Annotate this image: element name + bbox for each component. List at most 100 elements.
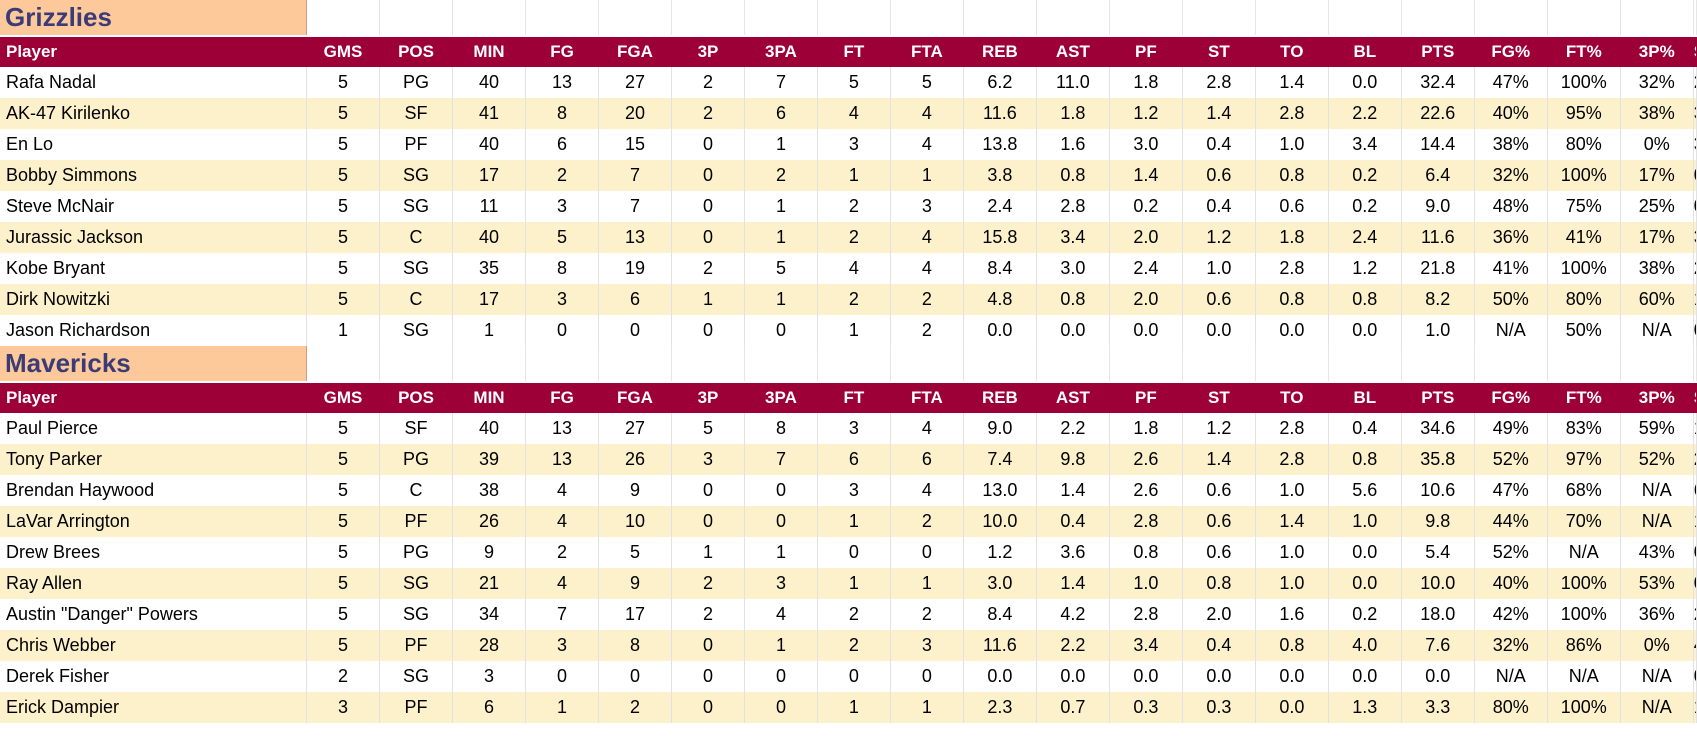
stat-cell-fta[interactable]: 0 (890, 661, 964, 692)
stat-cell-bl[interactable]: 2.2 (1328, 98, 1402, 129)
stat-cell-pts[interactable]: 9.8 (1401, 506, 1475, 537)
stat-cell-gms[interactable]: 5 (306, 129, 381, 160)
stat-cell-3pa[interactable]: 0 (744, 661, 818, 692)
stat-cell-fta[interactable]: 2 (890, 315, 964, 346)
stat-cell-fta[interactable]: 4 (890, 129, 964, 160)
column-header-ft-pct[interactable]: FT% (1547, 381, 1621, 413)
stat-cell-pts[interactable]: 21.8 (1401, 253, 1475, 284)
stat-cell-ast[interactable]: 2.2 (1036, 630, 1110, 661)
stat-cell-st[interactable]: 0.4 (1182, 630, 1256, 661)
stat-cell-fg-pct[interactable]: 47% (1474, 67, 1548, 98)
stat-cell-gms[interactable]: 1 (306, 315, 381, 346)
stat-cell-bl[interactable]: 3.4 (1328, 129, 1402, 160)
stat-cell-ft-pct[interactable]: 100% (1547, 568, 1621, 599)
stat-cell-stocks[interactable]: 0.8 (1693, 568, 1697, 599)
stat-cell-ft[interactable]: 1 (817, 692, 891, 723)
stat-cell-fga[interactable]: 0 (598, 315, 672, 346)
stat-cell-fta[interactable]: 2 (890, 284, 964, 315)
stat-cell-fta[interactable]: 3 (890, 630, 964, 661)
stat-cell-pos[interactable]: SG (379, 568, 454, 599)
stat-cell-ft[interactable]: 1 (817, 506, 891, 537)
empty-cell[interactable] (1474, 346, 1548, 382)
empty-cell[interactable] (817, 346, 891, 382)
stat-cell-3p-pct[interactable]: 25% (1620, 191, 1694, 222)
stat-cell-pos[interactable]: SG (379, 599, 454, 630)
stat-cell-fta[interactable]: 4 (890, 253, 964, 284)
stat-cell-3p[interactable]: 0 (671, 506, 745, 537)
stat-cell-fg[interactable]: 8 (525, 98, 599, 129)
column-header-fta[interactable]: FTA (890, 35, 964, 67)
stat-cell-to[interactable]: 1.6 (1255, 599, 1329, 630)
stat-cell-stocks[interactable]: 1.6 (1693, 506, 1697, 537)
stat-cell-3p[interactable]: 2 (671, 599, 745, 630)
column-header-ft[interactable]: FT (817, 35, 891, 67)
stat-cell-ast[interactable]: 1.4 (1036, 568, 1110, 599)
stat-cell-stocks[interactable]: 6.2 (1693, 475, 1697, 506)
empty-cell[interactable] (1109, 0, 1183, 36)
column-header-to[interactable]: TO (1255, 35, 1329, 67)
stat-cell-3p-pct[interactable]: 59% (1620, 413, 1694, 444)
stat-cell-reb[interactable]: 13.8 (963, 129, 1037, 160)
stat-cell-gms[interactable]: 5 (306, 568, 381, 599)
stat-cell-3p[interactable]: 0 (671, 692, 745, 723)
stat-cell-stocks[interactable]: 1.7 (1693, 692, 1697, 723)
stat-cell-reb[interactable]: 3.8 (963, 160, 1037, 191)
stat-cell-fta[interactable]: 6 (890, 444, 964, 475)
player-name-cell[interactable]: Austin "Danger" Powers (0, 599, 308, 630)
stat-cell-ft-pct[interactable]: N/A (1547, 661, 1621, 692)
stat-cell-stocks[interactable]: 0.0 (1693, 661, 1697, 692)
stat-cell-pos[interactable]: PF (379, 506, 454, 537)
stat-cell-fg[interactable]: 4 (525, 506, 599, 537)
stat-cell-fg-pct[interactable]: 42% (1474, 599, 1548, 630)
stat-cell-to[interactable]: 1.8 (1255, 222, 1329, 253)
empty-cell[interactable] (1693, 346, 1697, 382)
stat-cell-ast[interactable]: 0.7 (1036, 692, 1110, 723)
stat-cell-pts[interactable]: 32.4 (1401, 67, 1475, 98)
stat-cell-ft-pct[interactable]: 100% (1547, 253, 1621, 284)
stat-cell-gms[interactable]: 5 (306, 67, 381, 98)
stat-cell-reb[interactable]: 11.6 (963, 630, 1037, 661)
stat-cell-fga[interactable]: 2 (598, 692, 672, 723)
stat-cell-pos[interactable]: SG (379, 160, 454, 191)
stat-cell-pos[interactable]: PG (379, 444, 454, 475)
column-header-st[interactable]: ST (1182, 35, 1256, 67)
stat-cell-stocks[interactable]: 1.6 (1693, 413, 1697, 444)
stat-cell-pts[interactable]: 8.2 (1401, 284, 1475, 315)
stat-cell-3p-pct[interactable]: 17% (1620, 160, 1694, 191)
stat-cell-reb[interactable]: 11.6 (963, 98, 1037, 129)
stat-cell-to[interactable]: 2.8 (1255, 444, 1329, 475)
stat-cell-fg-pct[interactable]: 32% (1474, 630, 1548, 661)
stat-cell-bl[interactable]: 1.0 (1328, 506, 1402, 537)
stat-cell-3pa[interactable]: 1 (744, 284, 818, 315)
stat-cell-pf[interactable]: 1.2 (1109, 98, 1183, 129)
column-header-ast[interactable]: AST (1036, 381, 1110, 413)
stat-cell-pos[interactable]: C (379, 475, 454, 506)
stat-cell-stocks[interactable]: 0.6 (1693, 191, 1697, 222)
stat-cell-reb[interactable]: 15.8 (963, 222, 1037, 253)
stat-cell-st[interactable]: 0.6 (1182, 284, 1256, 315)
stat-cell-pf[interactable]: 1.0 (1109, 568, 1183, 599)
stat-cell-3pa[interactable]: 0 (744, 506, 818, 537)
stat-cell-pts[interactable]: 5.4 (1401, 537, 1475, 568)
column-header-min[interactable]: MIN (452, 381, 526, 413)
stat-cell-3p-pct[interactable]: 52% (1620, 444, 1694, 475)
empty-cell[interactable] (1547, 0, 1621, 36)
column-header-pts[interactable]: PTS (1401, 381, 1475, 413)
stat-cell-ast[interactable]: 3.6 (1036, 537, 1110, 568)
column-header-fg[interactable]: FG (525, 35, 599, 67)
stat-cell-ast[interactable]: 0.0 (1036, 661, 1110, 692)
column-header-player[interactable]: Player (0, 381, 308, 413)
column-header-ft-pct[interactable]: FT% (1547, 35, 1621, 67)
empty-cell[interactable] (890, 346, 964, 382)
stat-cell-to[interactable]: 0.8 (1255, 160, 1329, 191)
stat-cell-3pa[interactable]: 7 (744, 67, 818, 98)
stat-cell-to[interactable]: 0.0 (1255, 661, 1329, 692)
stat-cell-fg[interactable]: 3 (525, 630, 599, 661)
stat-cell-3p-pct[interactable]: 0% (1620, 129, 1694, 160)
column-header-fga[interactable]: FGA (598, 35, 672, 67)
stat-cell-3p[interactable]: 0 (671, 160, 745, 191)
stat-cell-to[interactable]: 0.0 (1255, 692, 1329, 723)
stat-cell-3p-pct[interactable]: 38% (1620, 253, 1694, 284)
stat-cell-to[interactable]: 2.8 (1255, 253, 1329, 284)
stat-cell-ft-pct[interactable]: 83% (1547, 413, 1621, 444)
